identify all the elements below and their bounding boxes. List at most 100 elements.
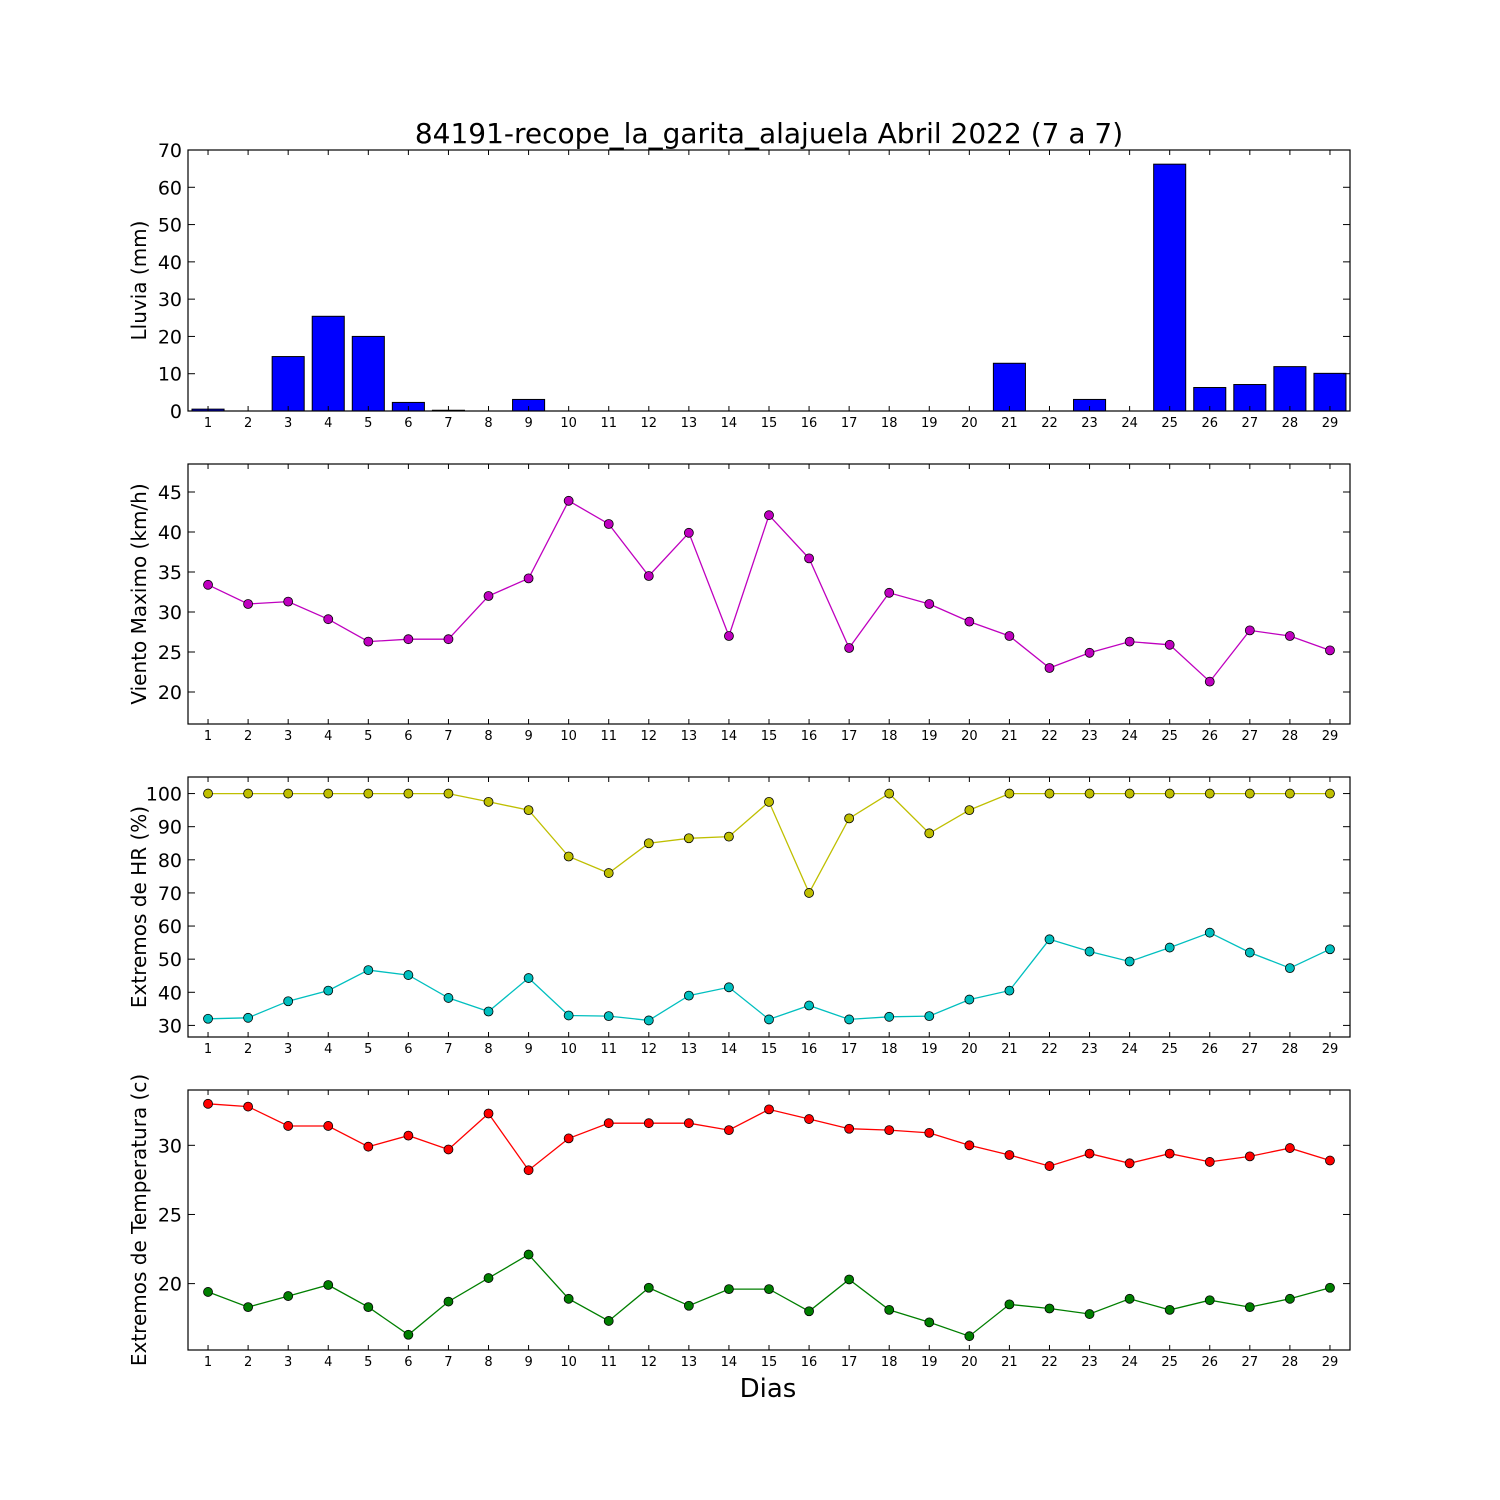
series-2-point-day-24	[1124, 1293, 1135, 1304]
y-tick-label: 70	[158, 883, 182, 905]
x-tick-label: 16	[801, 416, 818, 431]
series-2-point-day-28	[1284, 1293, 1295, 1304]
series-2-point-day-28	[1284, 963, 1295, 974]
series-1-point-day-7	[443, 634, 454, 645]
x-tick-label: 27	[1242, 729, 1259, 744]
series-1-point-day-26	[1204, 1157, 1215, 1167]
series-1-point-day-7	[443, 788, 454, 799]
y-tick-label: 100	[146, 784, 182, 806]
x-tick-label: 6	[404, 729, 412, 744]
series-2-point-day-26	[1204, 927, 1215, 938]
x-tick-label: 3	[284, 416, 292, 431]
y-tick-label: 40	[158, 522, 182, 544]
series-1-point-day-23	[1084, 788, 1095, 799]
x-tick-label: 17	[841, 416, 858, 431]
x-tick-label: 12	[641, 1042, 658, 1057]
x-tick-label: 20	[961, 1042, 978, 1057]
series-2-point-day-6	[403, 1329, 414, 1340]
x-tick-label: 1	[204, 729, 212, 744]
y-tick-label: 30	[158, 289, 182, 311]
series-2-point-day-15	[764, 1284, 774, 1295]
series-2-point-day-10	[563, 1010, 574, 1021]
x-tick-label: 13	[681, 1355, 698, 1370]
series-1-point-day-3	[283, 788, 294, 799]
x-tick-label: 22	[1041, 1355, 1058, 1370]
series-1-point-day-24	[1124, 1158, 1135, 1169]
x-tick-label: 8	[484, 1042, 492, 1057]
panel-4: 1 2 3 4 5 6 7 8 9 10 11 12 13 14 15 16 17 18 19 20 21 22 23 24 2…	[127, 1074, 1351, 1370]
series-1-point-day-4	[323, 614, 334, 625]
x-tick-label: 18	[881, 1042, 898, 1057]
series-1-point-day-15	[764, 510, 774, 521]
x-tick-label: 26	[1201, 1042, 1218, 1057]
y-tick-label: 25	[158, 642, 182, 664]
series-2-point-day-7	[443, 1296, 454, 1307]
y-tick-label: 0	[170, 401, 182, 423]
series-2-point-day-2	[243, 1012, 254, 1023]
series-1-point-day-26	[1204, 676, 1215, 687]
series-1-point-day-20	[964, 616, 975, 627]
series-1-point-day-13	[683, 1118, 694, 1129]
x-tick-label: 23	[1081, 1042, 1098, 1057]
x-axis-label: Dias	[740, 1374, 797, 1404]
x-tick-label: 14	[721, 416, 738, 431]
series-2-point-day-4	[323, 1280, 334, 1290]
series-1-point-day-27	[1244, 1151, 1255, 1162]
x-tick-label: 25	[1161, 729, 1178, 744]
y-tick-label: 80	[158, 850, 182, 872]
series-1-point-day-19	[924, 1127, 935, 1138]
x-tick-label: 27	[1242, 1355, 1259, 1370]
x-tick-label: 15	[761, 1355, 778, 1370]
series-1-point-day-14	[724, 631, 734, 641]
series-1-point-day-21	[1004, 631, 1015, 641]
x-tick-label: 21	[1001, 416, 1018, 431]
series-2-point-day-14	[724, 982, 734, 993]
x-tick-label: 22	[1041, 1042, 1058, 1057]
y-tick-label: 40	[158, 982, 182, 1004]
series-2-point-day-12	[643, 1282, 654, 1293]
panel-1: 1 2 3 4 5 6 7 8 9 10 11 12 13 14 15 16 17 18 19 20 21 22 23 24 2…	[127, 140, 1351, 431]
series-2-point-day-27	[1244, 1302, 1255, 1313]
x-tick-label: 12	[641, 729, 658, 744]
series-1-point-day-1	[203, 1098, 213, 1109]
x-tick-label: 2	[244, 1042, 252, 1057]
series-2-point-day-29	[1325, 944, 1335, 955]
x-tick-label: 17	[841, 1355, 858, 1370]
x-tick-label: 24	[1121, 1355, 1138, 1370]
x-tick-label: 21	[1001, 1355, 1018, 1370]
series-2-point-day-8	[483, 1006, 494, 1017]
series-2-point-day-15	[764, 1014, 774, 1025]
y-tick-label: 20	[158, 326, 182, 348]
series-2-point-day-2	[243, 1302, 254, 1313]
x-tick-label: 13	[681, 416, 698, 431]
x-tick-label: 17	[841, 729, 858, 744]
series-2-point-day-1	[203, 1287, 213, 1297]
x-tick-label: 19	[921, 1042, 938, 1057]
series-1-point-day-21	[1004, 1150, 1015, 1160]
x-tick-label: 28	[1282, 1355, 1299, 1370]
x-tick-label: 18	[881, 416, 898, 431]
x-tick-label: 29	[1322, 729, 1339, 744]
x-tick-label: 1	[204, 1355, 212, 1370]
x-tick-label: 2	[244, 1355, 252, 1370]
x-tick-label: 8	[484, 729, 492, 744]
series-1-point-day-15	[764, 1104, 774, 1115]
series-1-point-day-1	[203, 788, 213, 799]
x-tick-label: 13	[681, 1042, 698, 1057]
series-2-point-day-7	[443, 993, 454, 1003]
series-1-point-day-16	[804, 888, 814, 898]
series-1-point-day-21	[1004, 788, 1015, 799]
x-tick-label: 24	[1121, 416, 1138, 431]
series-2-point-day-13	[683, 990, 694, 1001]
bar-day-4	[311, 315, 345, 412]
x-tick-label: 21	[1001, 729, 1018, 744]
series-2-point-day-8	[483, 1273, 494, 1283]
x-tick-label: 7	[444, 416, 452, 431]
series-2-point-day-11	[603, 1011, 614, 1022]
series-1-point-day-2	[243, 788, 254, 799]
series-2-point-day-1	[203, 1013, 213, 1024]
series-2-point-day-3	[283, 996, 294, 1007]
series-2-point-day-25	[1164, 942, 1175, 953]
series-2-point-day-23	[1084, 946, 1095, 957]
x-tick-label: 21	[1001, 1042, 1018, 1057]
